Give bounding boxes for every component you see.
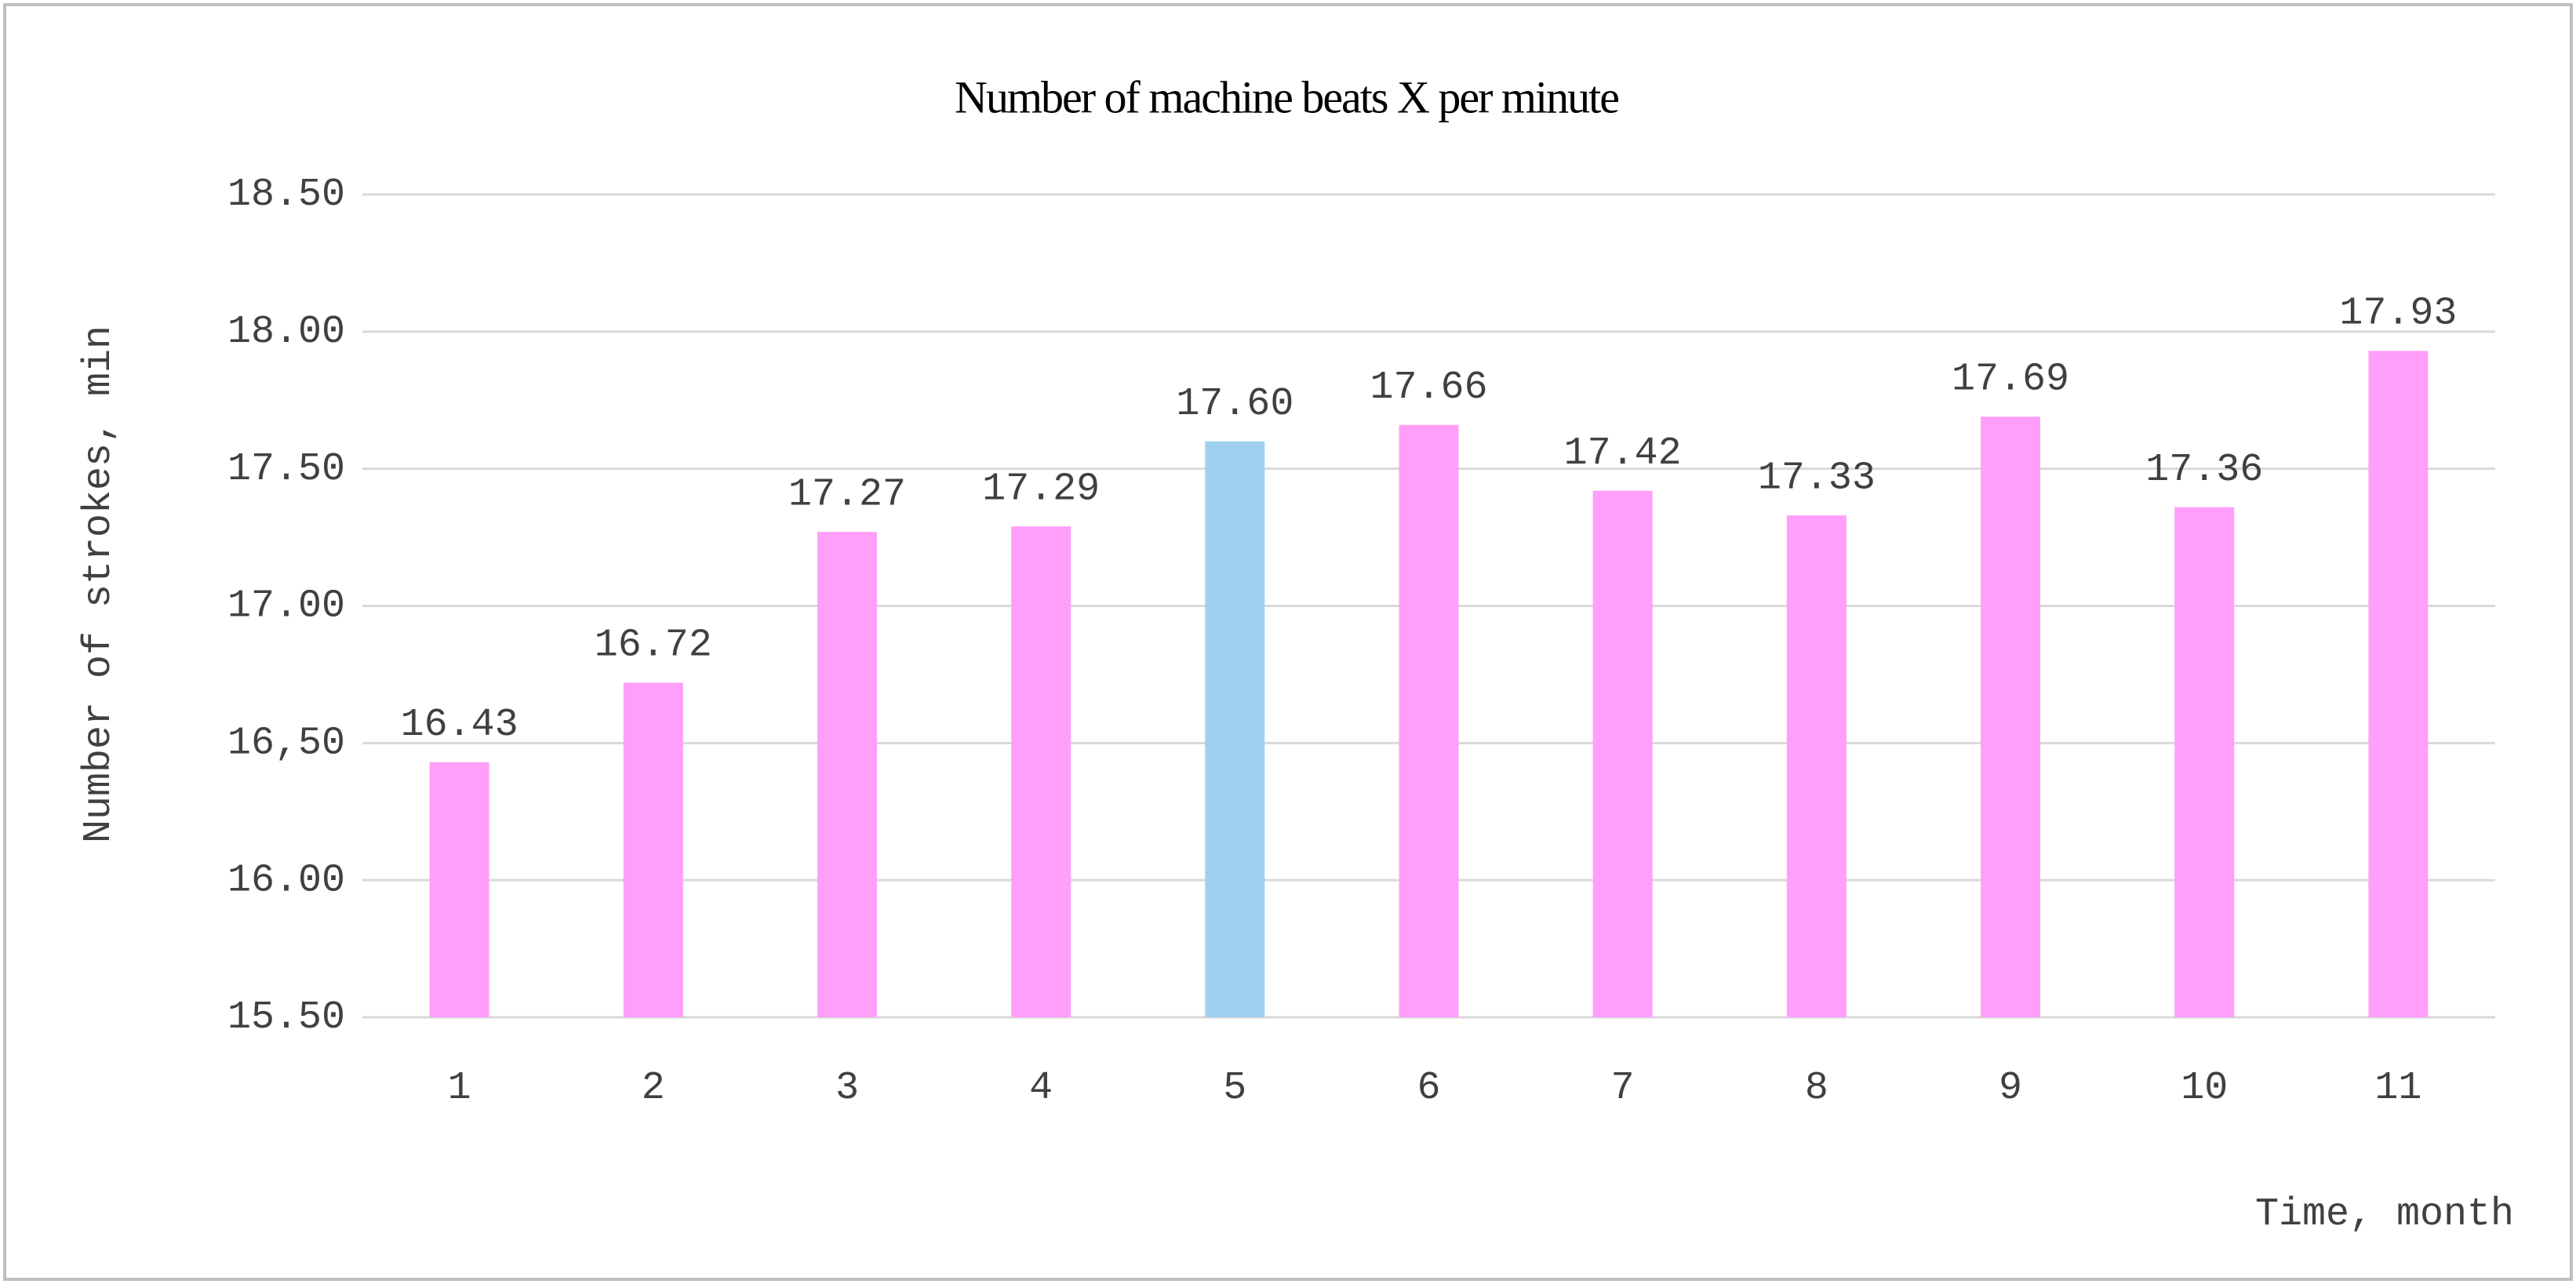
value-label: 16.72 <box>595 624 712 668</box>
y-axis-title: Number of strokes, min <box>77 326 122 843</box>
x-tick-label: 1 <box>448 1066 471 1111</box>
x-tick-label: 11 <box>2374 1066 2421 1111</box>
y-tick-label: 16.00 <box>227 858 345 903</box>
x-tick-label: 10 <box>2181 1066 2228 1111</box>
bar <box>1205 441 1265 1017</box>
x-tick-label: 5 <box>1223 1066 1246 1111</box>
chart-title: Number of machine beats X per minute <box>955 71 1618 122</box>
x-tick-label: 4 <box>1029 1066 1053 1111</box>
bar <box>817 532 877 1017</box>
bar <box>1011 526 1072 1017</box>
bar <box>1592 490 1653 1017</box>
value-label: 17.60 <box>1176 382 1293 427</box>
y-tick-label: 15.50 <box>227 995 345 1040</box>
bar <box>2174 507 2235 1017</box>
x-tick-label: 3 <box>835 1066 859 1111</box>
bar <box>2368 351 2429 1017</box>
value-label: 16.43 <box>401 703 518 747</box>
value-label: 17.29 <box>982 467 1100 511</box>
x-axis-title: Time, month <box>2255 1192 2514 1237</box>
value-label: 17.42 <box>1564 431 1682 476</box>
y-tick-label: 16,50 <box>227 722 345 766</box>
x-tick-label: 7 <box>1611 1066 1635 1111</box>
bar <box>1399 424 1459 1017</box>
value-label: 17.66 <box>1370 366 1487 410</box>
value-label: 17.93 <box>2339 292 2457 336</box>
chart-frame <box>3 3 2573 1281</box>
value-label: 17.69 <box>1952 357 2069 402</box>
y-tick-label: 18.50 <box>227 173 345 217</box>
x-tick-label: 6 <box>1417 1066 1440 1111</box>
y-tick-label: 17.00 <box>227 584 345 629</box>
x-tick-label: 2 <box>642 1066 665 1111</box>
y-tick-label: 17.50 <box>227 447 345 492</box>
value-label: 17.33 <box>1758 456 1876 500</box>
bar <box>1981 416 2041 1017</box>
value-label: 17.27 <box>788 472 906 517</box>
x-tick-label: 8 <box>1805 1066 1828 1111</box>
bar <box>623 682 683 1017</box>
bar <box>429 762 489 1017</box>
x-tick-label: 9 <box>1999 1066 2022 1111</box>
bar <box>1786 515 1846 1017</box>
value-label: 17.36 <box>2145 448 2263 493</box>
y-tick-label: 18.00 <box>227 310 345 355</box>
